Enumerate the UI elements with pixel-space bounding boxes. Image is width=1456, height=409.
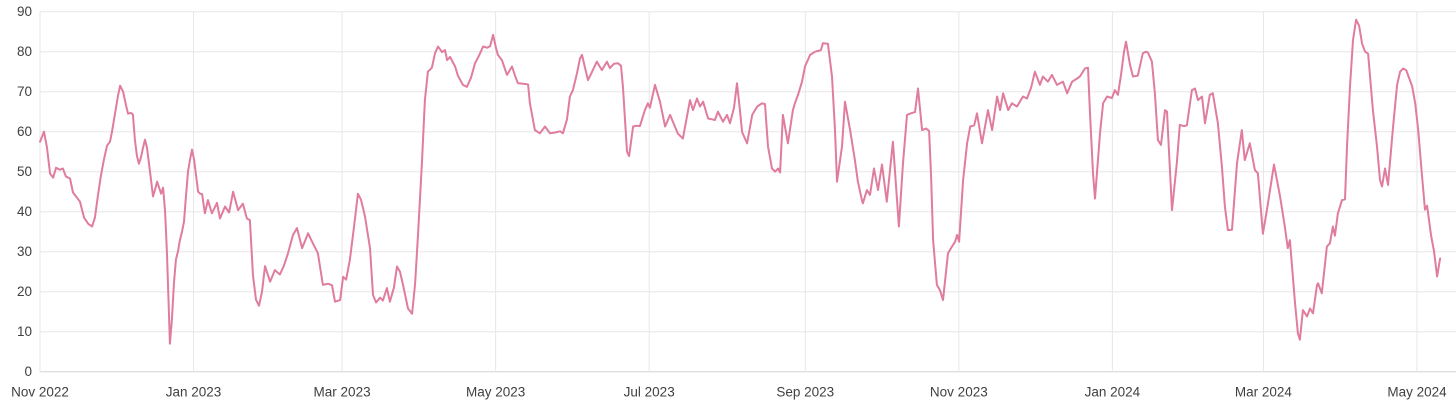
x-tick-label: Nov 2022 xyxy=(11,385,69,400)
x-tick-label: Nov 2023 xyxy=(930,385,988,400)
y-tick-label: 80 xyxy=(17,44,32,59)
y-tick-label: 60 xyxy=(17,124,32,139)
data-line-series xyxy=(39,18,1442,345)
y-tick-label: 50 xyxy=(17,164,32,179)
x-tick-label: May 2024 xyxy=(1387,385,1447,400)
x-tick-label: Sep 2023 xyxy=(776,385,834,400)
y-tick-label: 10 xyxy=(17,324,32,339)
y-tick-label: 90 xyxy=(17,4,32,19)
x-tick-label: Jul 2023 xyxy=(624,385,675,400)
x-tick-label: Mar 2024 xyxy=(1235,385,1293,400)
y-tick-label: 30 xyxy=(17,244,32,259)
x-tick-label: May 2023 xyxy=(466,385,525,400)
x-tick-label: Jan 2023 xyxy=(166,385,222,400)
y-tick-label: 40 xyxy=(17,204,32,219)
x-tick-label: Mar 2023 xyxy=(314,385,371,400)
y-tick-label: 0 xyxy=(24,364,32,379)
x-tick-label: Jan 2024 xyxy=(1085,385,1141,400)
y-tick-label: 70 xyxy=(17,84,32,99)
y-tick-label: 20 xyxy=(17,284,32,299)
